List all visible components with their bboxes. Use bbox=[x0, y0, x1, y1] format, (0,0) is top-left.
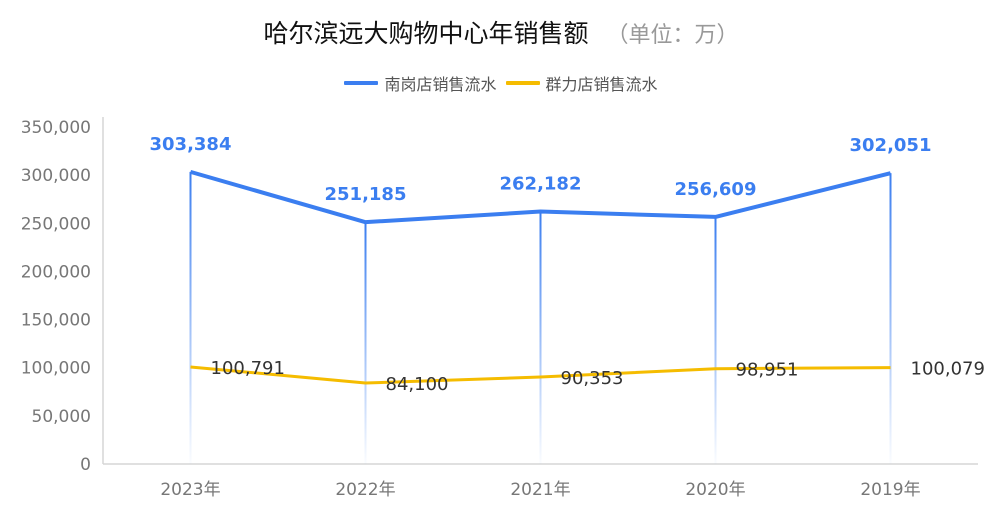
chart-unit: （单位：万） bbox=[606, 23, 739, 48]
data-label-nangang: 256,609 bbox=[675, 179, 757, 200]
data-label-nangang: 251,185 bbox=[325, 184, 407, 205]
drop-lines bbox=[189, 171, 892, 464]
x-axis: 2023年 2022年 2021年 2020年 2019年 bbox=[103, 463, 978, 500]
y-tick-label: 200,000 bbox=[21, 262, 91, 282]
drop-line bbox=[889, 173, 892, 464]
data-label-qunli: 84,100 bbox=[386, 374, 449, 395]
data-label-nangang: 303,384 bbox=[150, 134, 232, 155]
x-tick-label: 2023年 bbox=[160, 480, 220, 500]
y-tick-label: 350,000 bbox=[21, 118, 91, 138]
y-tick-label: 150,000 bbox=[21, 311, 91, 331]
legend: 南岗店销售流水 群力店销售流水 bbox=[0, 70, 1002, 95]
x-tick-label: 2020年 bbox=[685, 480, 745, 500]
y-tick-label: 50,000 bbox=[32, 407, 91, 427]
legend-label: 南岗店销售流水 bbox=[384, 75, 497, 94]
chart-title: 哈尔滨远大购物中心年销售额 bbox=[263, 19, 589, 48]
y-tick-label: 300,000 bbox=[21, 166, 91, 186]
series-lines bbox=[189, 169, 891, 385]
legend-item-nangang[interactable]: 南岗店销售流水 bbox=[344, 71, 496, 95]
drop-line bbox=[189, 171, 192, 464]
x-tick-label: 2021年 bbox=[510, 480, 570, 500]
x-tick-label: 2019年 bbox=[860, 480, 920, 500]
chart-title-wrap: 哈尔滨远大购物中心年销售额 （单位：万） bbox=[0, 14, 1002, 50]
series-line-nangang[interactable] bbox=[189, 169, 891, 225]
legend-swatch-blue-icon bbox=[344, 81, 379, 85]
y-tick-label: 0 bbox=[80, 455, 91, 475]
data-label-qunli: 90,353 bbox=[561, 368, 624, 389]
legend-item-qunli[interactable]: 群力店销售流水 bbox=[505, 71, 658, 95]
drop-line bbox=[539, 211, 542, 464]
legend-label: 群力店销售流水 bbox=[545, 75, 658, 94]
series-line-qunli[interactable] bbox=[190, 365, 891, 385]
y-tick-label: 100,000 bbox=[21, 359, 91, 379]
drop-line bbox=[364, 222, 367, 464]
legend-swatch-yellow-icon bbox=[505, 81, 540, 85]
y-axis: 0 50,000 100,000 150,000 200,000 250,000 300,0… bbox=[21, 117, 104, 475]
drop-line bbox=[714, 216, 717, 464]
data-label-nangang: 262,182 bbox=[500, 174, 582, 195]
data-labels: 303,384 251,185 262,182 256,609 302,051 100,7… bbox=[150, 134, 985, 395]
data-label-nangang: 302,051 bbox=[850, 135, 932, 156]
x-tick-label: 2022年 bbox=[335, 480, 395, 500]
data-label-qunli: 100,791 bbox=[211, 358, 285, 379]
data-label-qunli: 100,079 bbox=[911, 359, 985, 380]
data-label-qunli: 98,951 bbox=[736, 360, 799, 381]
y-tick-label: 250,000 bbox=[21, 214, 91, 234]
